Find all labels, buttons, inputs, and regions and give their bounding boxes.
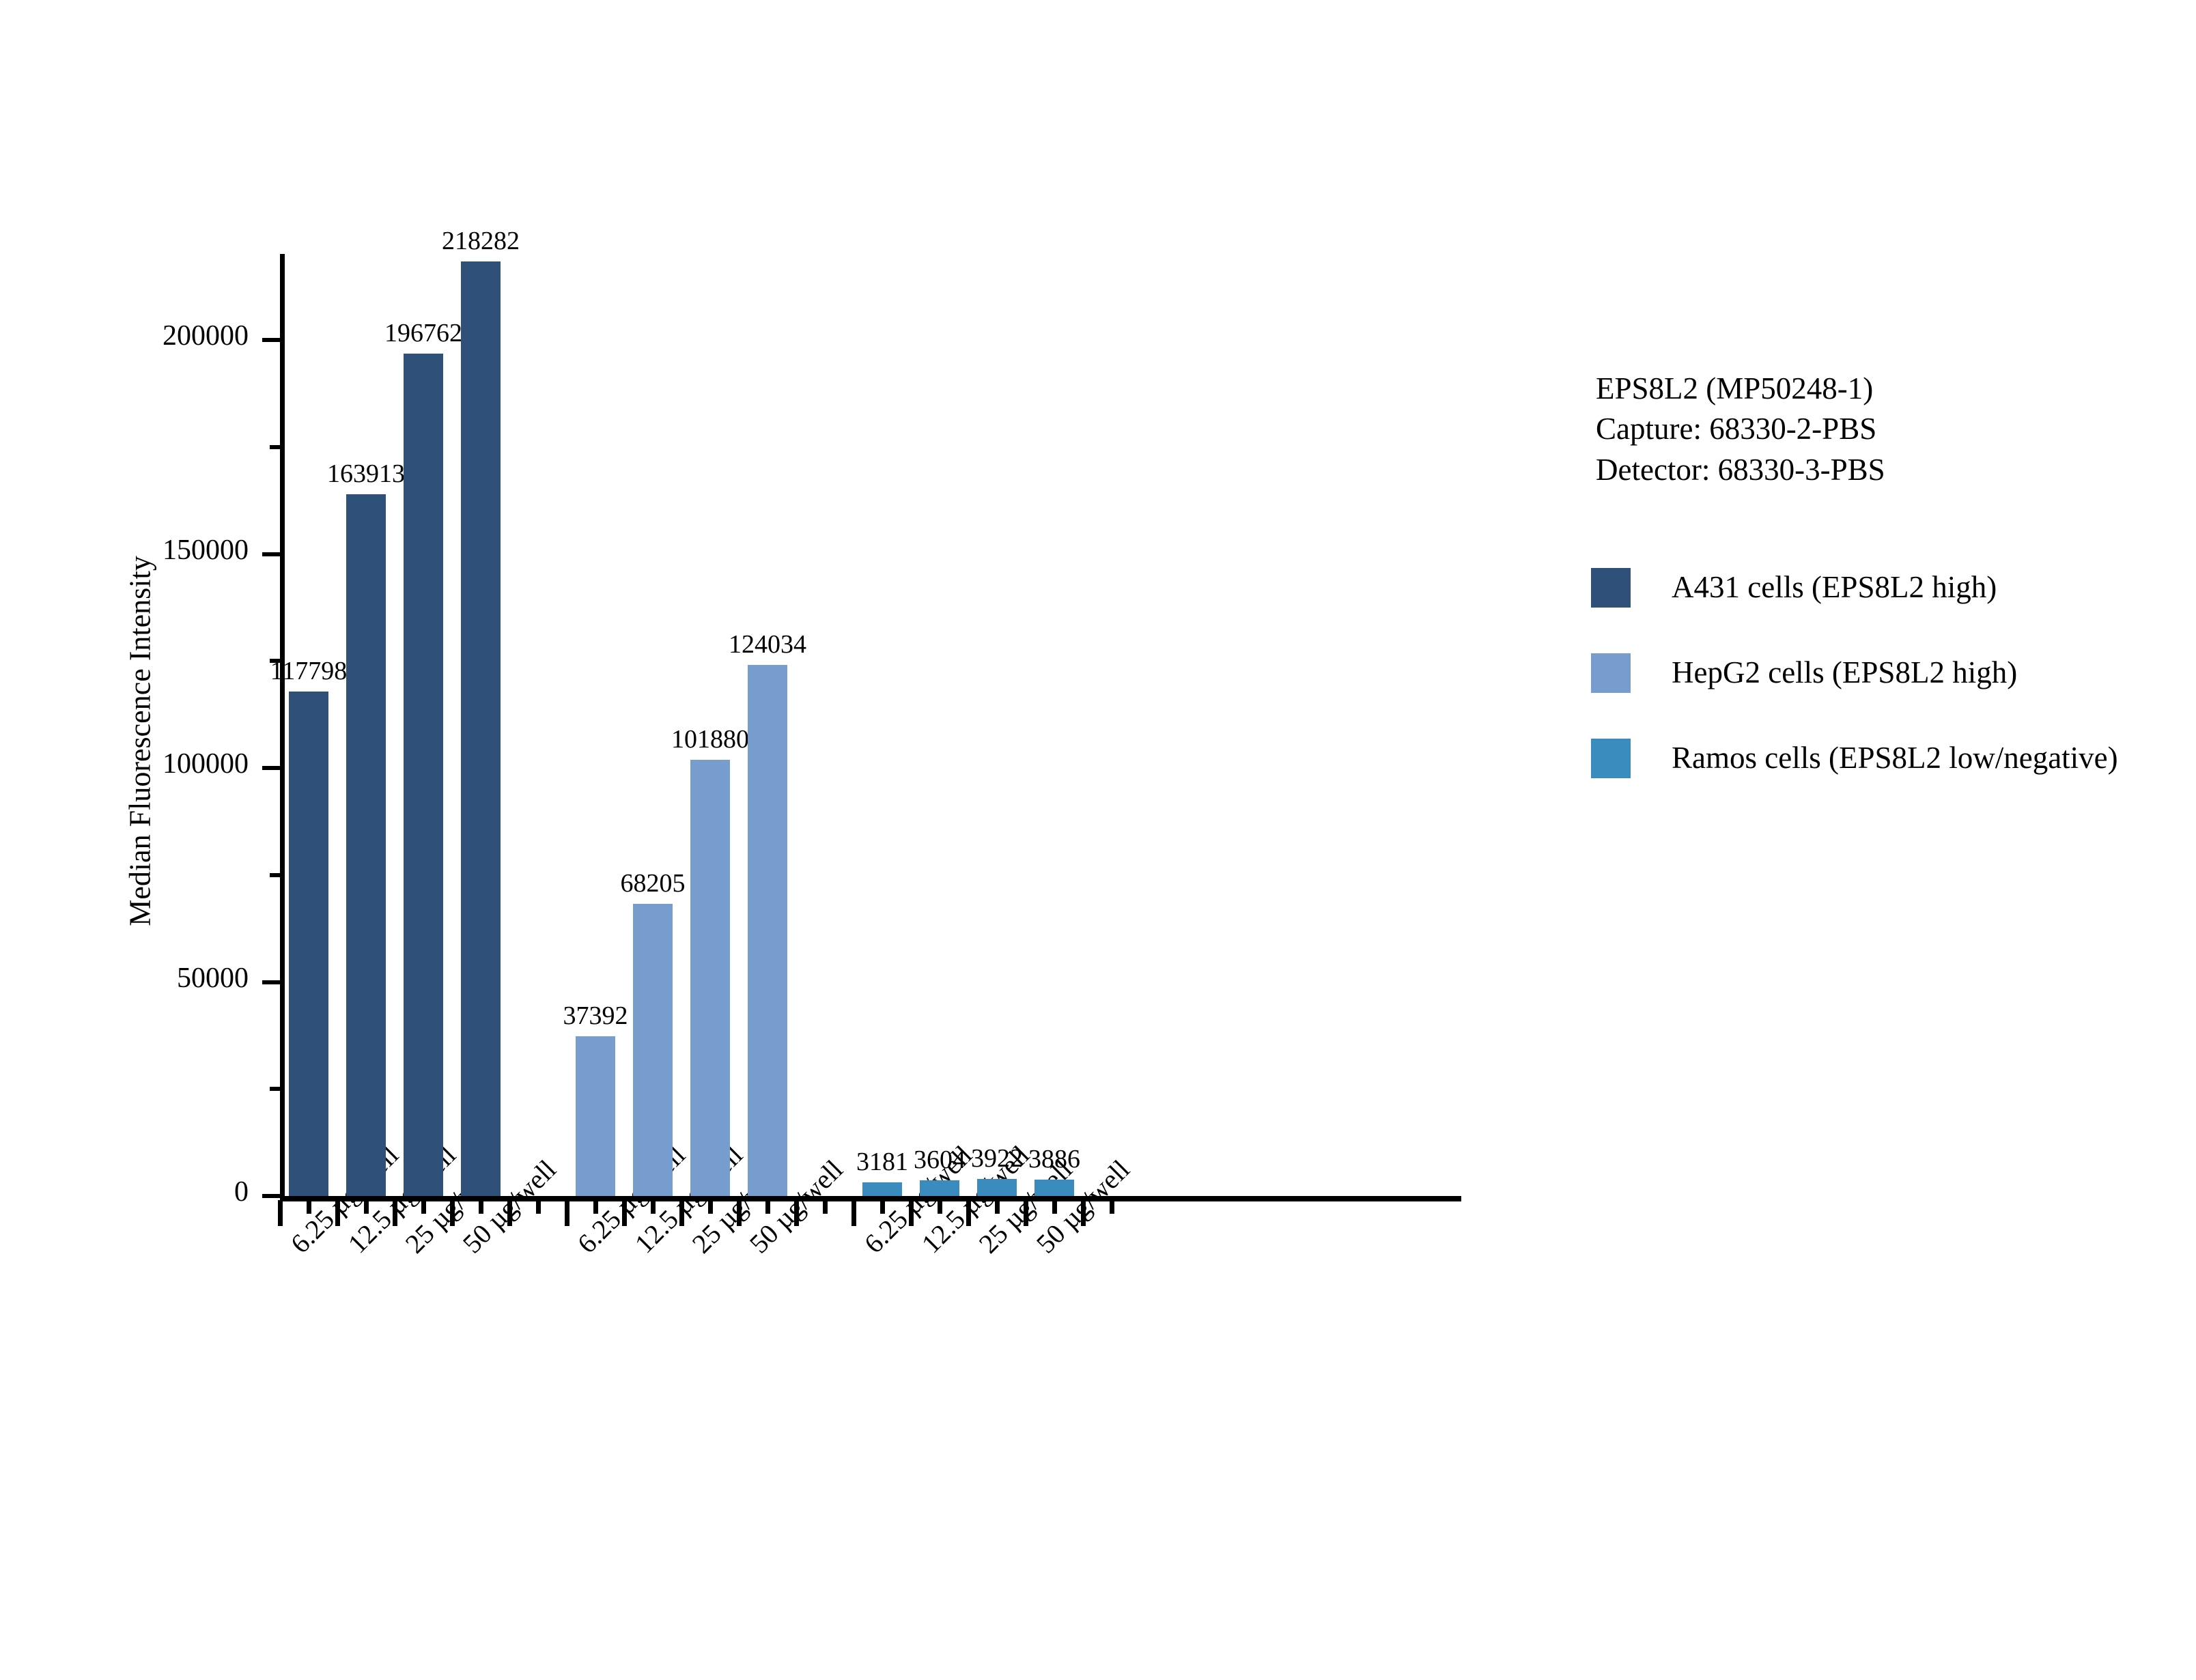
bar <box>576 1036 615 1196</box>
x-tick-minor <box>307 1200 311 1214</box>
y-axis-line <box>280 254 285 1199</box>
bar-value-label: 124034 <box>729 630 806 659</box>
y-tick-label: 50000 <box>177 962 249 994</box>
x-tick-major <box>622 1200 627 1226</box>
assay-annotation: EPS8L2 (MP50248-1) Capture: 68330-2-PBS … <box>1596 369 1885 490</box>
bar-value-label: 37392 <box>563 1001 628 1030</box>
x-tick-minor <box>708 1200 713 1214</box>
y-tick-label: 150000 <box>163 534 249 566</box>
x-tick-minor <box>536 1200 541 1214</box>
y-tick-major <box>262 1194 280 1198</box>
x-tick-major <box>565 1200 569 1226</box>
bar <box>404 354 443 1196</box>
bar-value-label: 117798 <box>270 657 348 686</box>
x-tick-minor <box>880 1200 885 1214</box>
annotation-line: EPS8L2 (MP50248-1) <box>1596 371 1874 405</box>
y-tick-major <box>262 766 280 770</box>
x-tick-minor <box>995 1200 1000 1214</box>
bar-value-label: 196762 <box>384 319 462 348</box>
legend-item-label: Ramos cells (EPS8L2 low/negative) <box>1672 741 2118 775</box>
bar-value-label: 68205 <box>620 869 686 898</box>
bar <box>461 261 501 1196</box>
y-tick-minor <box>270 872 280 877</box>
y-tick-minor <box>270 1087 280 1092</box>
x-tick-major <box>507 1200 512 1226</box>
bar <box>690 760 730 1196</box>
bar-value-label: 163913 <box>327 459 405 489</box>
y-tick-minor <box>270 659 280 664</box>
x-tick-minor <box>593 1200 598 1214</box>
bar <box>346 494 386 1196</box>
x-tick-major <box>851 1200 856 1226</box>
annotation-line: Detector: 68330-3-PBS <box>1596 452 1885 487</box>
x-tick-minor <box>1110 1200 1114 1214</box>
bar-value-label: 3922 <box>971 1144 1023 1173</box>
y-tick-major <box>262 338 280 342</box>
legend-item-label: A431 cells (EPS8L2 high) <box>1672 570 1997 604</box>
x-tick-major <box>966 1200 971 1226</box>
x-tick-major <box>450 1200 455 1226</box>
x-tick-minor <box>765 1200 770 1214</box>
bar <box>920 1180 959 1196</box>
bar <box>289 692 328 1196</box>
bar-value-label: 101880 <box>671 725 749 754</box>
x-tick-minor <box>1052 1200 1057 1214</box>
bar-value-label: 3604 <box>914 1145 966 1175</box>
bar-value-label: 3181 <box>856 1148 908 1177</box>
x-tick-major <box>794 1200 799 1226</box>
legend-color-swatch <box>1591 653 1631 693</box>
legend-color-swatch <box>1591 568 1631 608</box>
legend-item-label: HepG2 cells (EPS8L2 high) <box>1672 655 2018 689</box>
x-tick-major <box>737 1200 742 1226</box>
y-tick-minor <box>270 444 280 449</box>
x-tick-minor <box>938 1200 942 1214</box>
y-tick-major <box>262 980 280 984</box>
bar-value-label: 3886 <box>1028 1144 1080 1173</box>
bar <box>1034 1179 1074 1196</box>
y-tick-major <box>262 552 280 556</box>
bar <box>862 1182 902 1196</box>
bar-value-label: 218282 <box>442 227 520 256</box>
x-tick-major <box>679 1200 684 1226</box>
x-tick-major <box>335 1200 340 1226</box>
x-tick-minor <box>823 1200 828 1214</box>
annotation-line: Capture: 68330-2-PBS <box>1596 412 1877 446</box>
legend-color-swatch <box>1591 739 1631 778</box>
x-tick-minor <box>364 1200 369 1214</box>
bar <box>977 1179 1017 1196</box>
x-tick-major <box>1081 1200 1086 1226</box>
y-axis-title: Median Fluorescence Intensity <box>123 556 157 926</box>
x-axis-line <box>280 1196 1461 1201</box>
y-tick-label: 100000 <box>163 748 249 780</box>
y-tick-label: 0 <box>234 1176 249 1208</box>
y-tick-label: 200000 <box>163 320 249 352</box>
x-tick-major <box>909 1200 914 1226</box>
x-tick-minor <box>651 1200 656 1214</box>
x-tick-minor <box>479 1200 483 1214</box>
x-tick-major <box>393 1200 397 1226</box>
bar <box>633 904 673 1196</box>
bar <box>748 665 787 1196</box>
x-tick-major <box>1024 1200 1028 1226</box>
x-tick-major <box>278 1200 283 1226</box>
x-tick-minor <box>421 1200 426 1214</box>
